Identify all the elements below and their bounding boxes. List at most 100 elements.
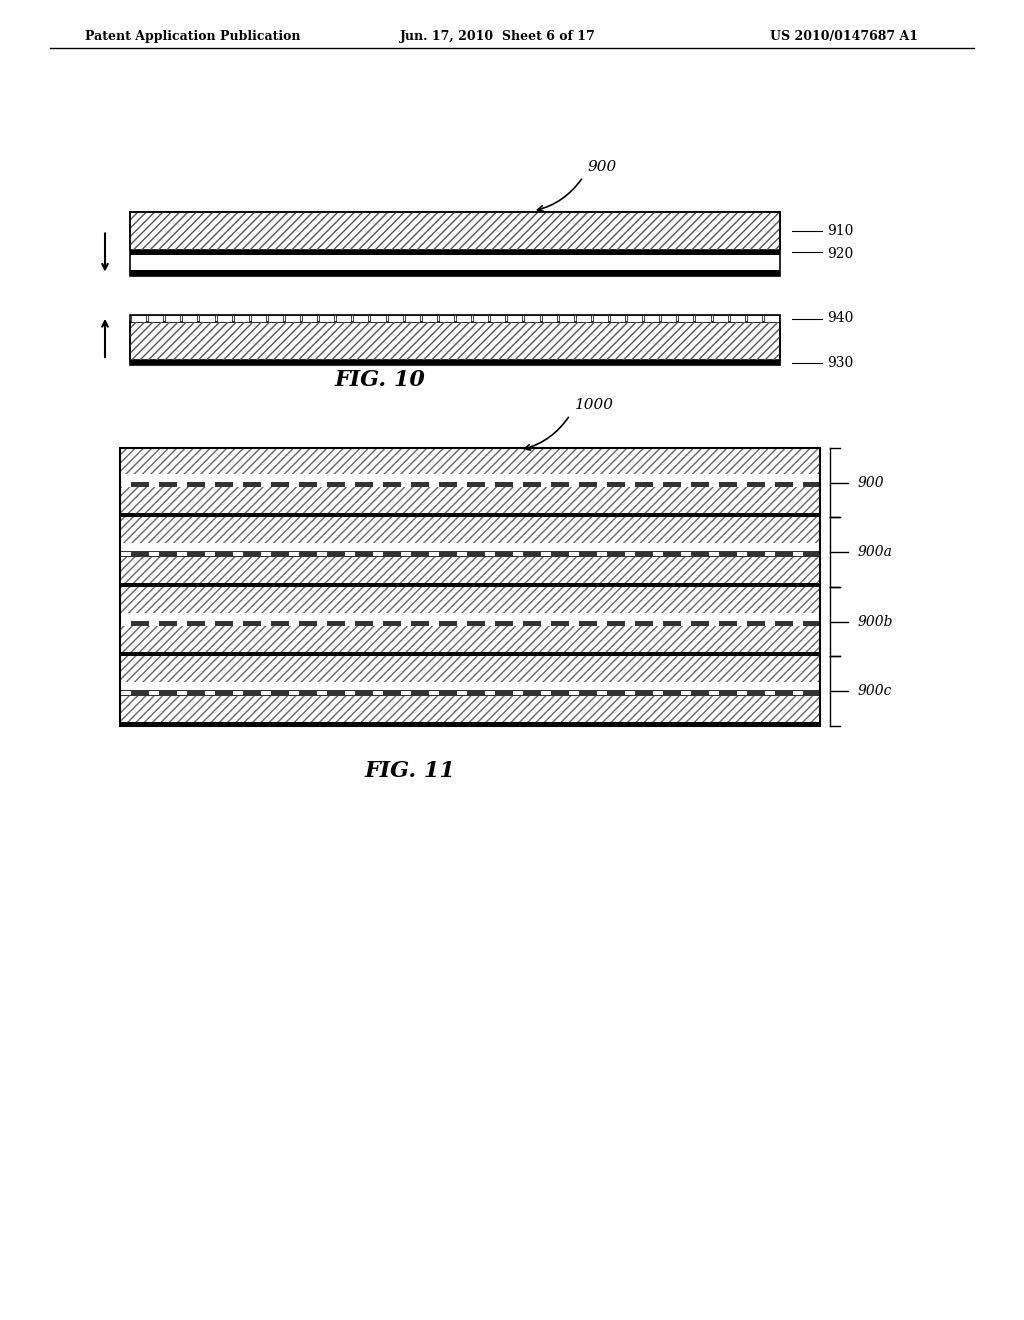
Text: 920: 920 bbox=[827, 248, 853, 261]
Bar bbox=[120, 517, 820, 544]
Text: 900b: 900b bbox=[858, 615, 894, 628]
Bar bbox=[233, 622, 243, 626]
Bar bbox=[120, 583, 820, 587]
Bar bbox=[205, 690, 215, 696]
Bar bbox=[130, 315, 780, 366]
Bar bbox=[401, 622, 411, 626]
Bar bbox=[120, 447, 820, 474]
Bar bbox=[120, 544, 820, 552]
Bar bbox=[130, 269, 780, 276]
Text: 900a: 900a bbox=[858, 545, 893, 560]
Bar bbox=[120, 447, 820, 726]
Bar bbox=[569, 690, 579, 696]
Bar bbox=[422, 315, 437, 322]
Text: 910: 910 bbox=[827, 224, 853, 238]
Bar bbox=[336, 315, 351, 322]
Bar bbox=[575, 315, 591, 322]
Bar bbox=[177, 552, 186, 557]
Bar bbox=[120, 656, 820, 682]
Text: US 2010/0147687 A1: US 2010/0147687 A1 bbox=[770, 30, 918, 44]
Bar bbox=[121, 622, 131, 626]
Bar bbox=[150, 483, 159, 487]
Bar bbox=[653, 483, 663, 487]
Bar bbox=[120, 656, 820, 682]
Bar bbox=[120, 696, 820, 722]
Bar bbox=[130, 322, 780, 360]
Bar bbox=[513, 622, 523, 626]
Bar bbox=[120, 620, 820, 627]
Bar bbox=[130, 213, 780, 249]
Bar bbox=[709, 622, 719, 626]
Bar bbox=[233, 552, 243, 557]
Bar bbox=[709, 552, 719, 557]
Bar bbox=[289, 483, 299, 487]
Bar bbox=[457, 622, 467, 626]
Bar bbox=[289, 690, 299, 696]
Bar bbox=[513, 690, 523, 696]
Bar bbox=[764, 315, 779, 322]
Bar bbox=[653, 690, 663, 696]
Bar bbox=[120, 587, 820, 612]
Bar bbox=[182, 315, 198, 322]
Bar bbox=[120, 557, 820, 583]
Bar bbox=[401, 690, 411, 696]
Text: Patent Application Publication: Patent Application Publication bbox=[85, 30, 300, 44]
Bar bbox=[485, 552, 495, 557]
Bar bbox=[121, 483, 131, 487]
Bar bbox=[457, 690, 467, 696]
Bar bbox=[302, 315, 317, 322]
Bar bbox=[120, 627, 820, 652]
Bar bbox=[120, 517, 820, 544]
Bar bbox=[610, 315, 625, 322]
Bar bbox=[541, 690, 551, 696]
Bar bbox=[439, 315, 454, 322]
Bar bbox=[681, 483, 691, 487]
Bar bbox=[261, 552, 270, 557]
Bar bbox=[268, 315, 283, 322]
Bar bbox=[120, 447, 820, 474]
Bar bbox=[401, 483, 411, 487]
Bar bbox=[737, 622, 746, 626]
Bar bbox=[695, 315, 711, 322]
Bar bbox=[793, 552, 803, 557]
Bar bbox=[148, 315, 163, 322]
Bar bbox=[653, 552, 663, 557]
Bar bbox=[120, 513, 820, 517]
Bar bbox=[373, 690, 383, 696]
Bar bbox=[597, 552, 607, 557]
Bar bbox=[593, 315, 608, 322]
Bar bbox=[205, 552, 215, 557]
Bar bbox=[317, 483, 327, 487]
Bar bbox=[130, 213, 780, 249]
Bar bbox=[678, 315, 693, 322]
Bar bbox=[233, 690, 243, 696]
Bar bbox=[120, 696, 820, 722]
Bar bbox=[120, 652, 820, 656]
Bar bbox=[319, 315, 334, 322]
Bar bbox=[569, 552, 579, 557]
Bar bbox=[177, 622, 186, 626]
Bar bbox=[233, 483, 243, 487]
Bar bbox=[746, 315, 762, 322]
Bar bbox=[644, 315, 659, 322]
Bar bbox=[541, 483, 551, 487]
Text: FIG. 11: FIG. 11 bbox=[365, 760, 456, 781]
Bar bbox=[569, 483, 579, 487]
Bar bbox=[177, 483, 186, 487]
Text: 900c: 900c bbox=[858, 684, 892, 698]
Bar bbox=[373, 483, 383, 487]
Bar bbox=[597, 622, 607, 626]
Bar bbox=[401, 552, 411, 557]
Bar bbox=[130, 249, 780, 255]
Bar bbox=[261, 690, 270, 696]
Bar bbox=[597, 690, 607, 696]
Bar bbox=[150, 552, 159, 557]
Bar bbox=[130, 213, 780, 276]
Text: FIG. 10: FIG. 10 bbox=[335, 370, 425, 391]
Bar bbox=[625, 690, 635, 696]
Bar bbox=[120, 627, 820, 652]
Bar bbox=[457, 552, 467, 557]
Bar bbox=[681, 622, 691, 626]
Bar bbox=[429, 552, 439, 557]
Bar bbox=[150, 622, 159, 626]
